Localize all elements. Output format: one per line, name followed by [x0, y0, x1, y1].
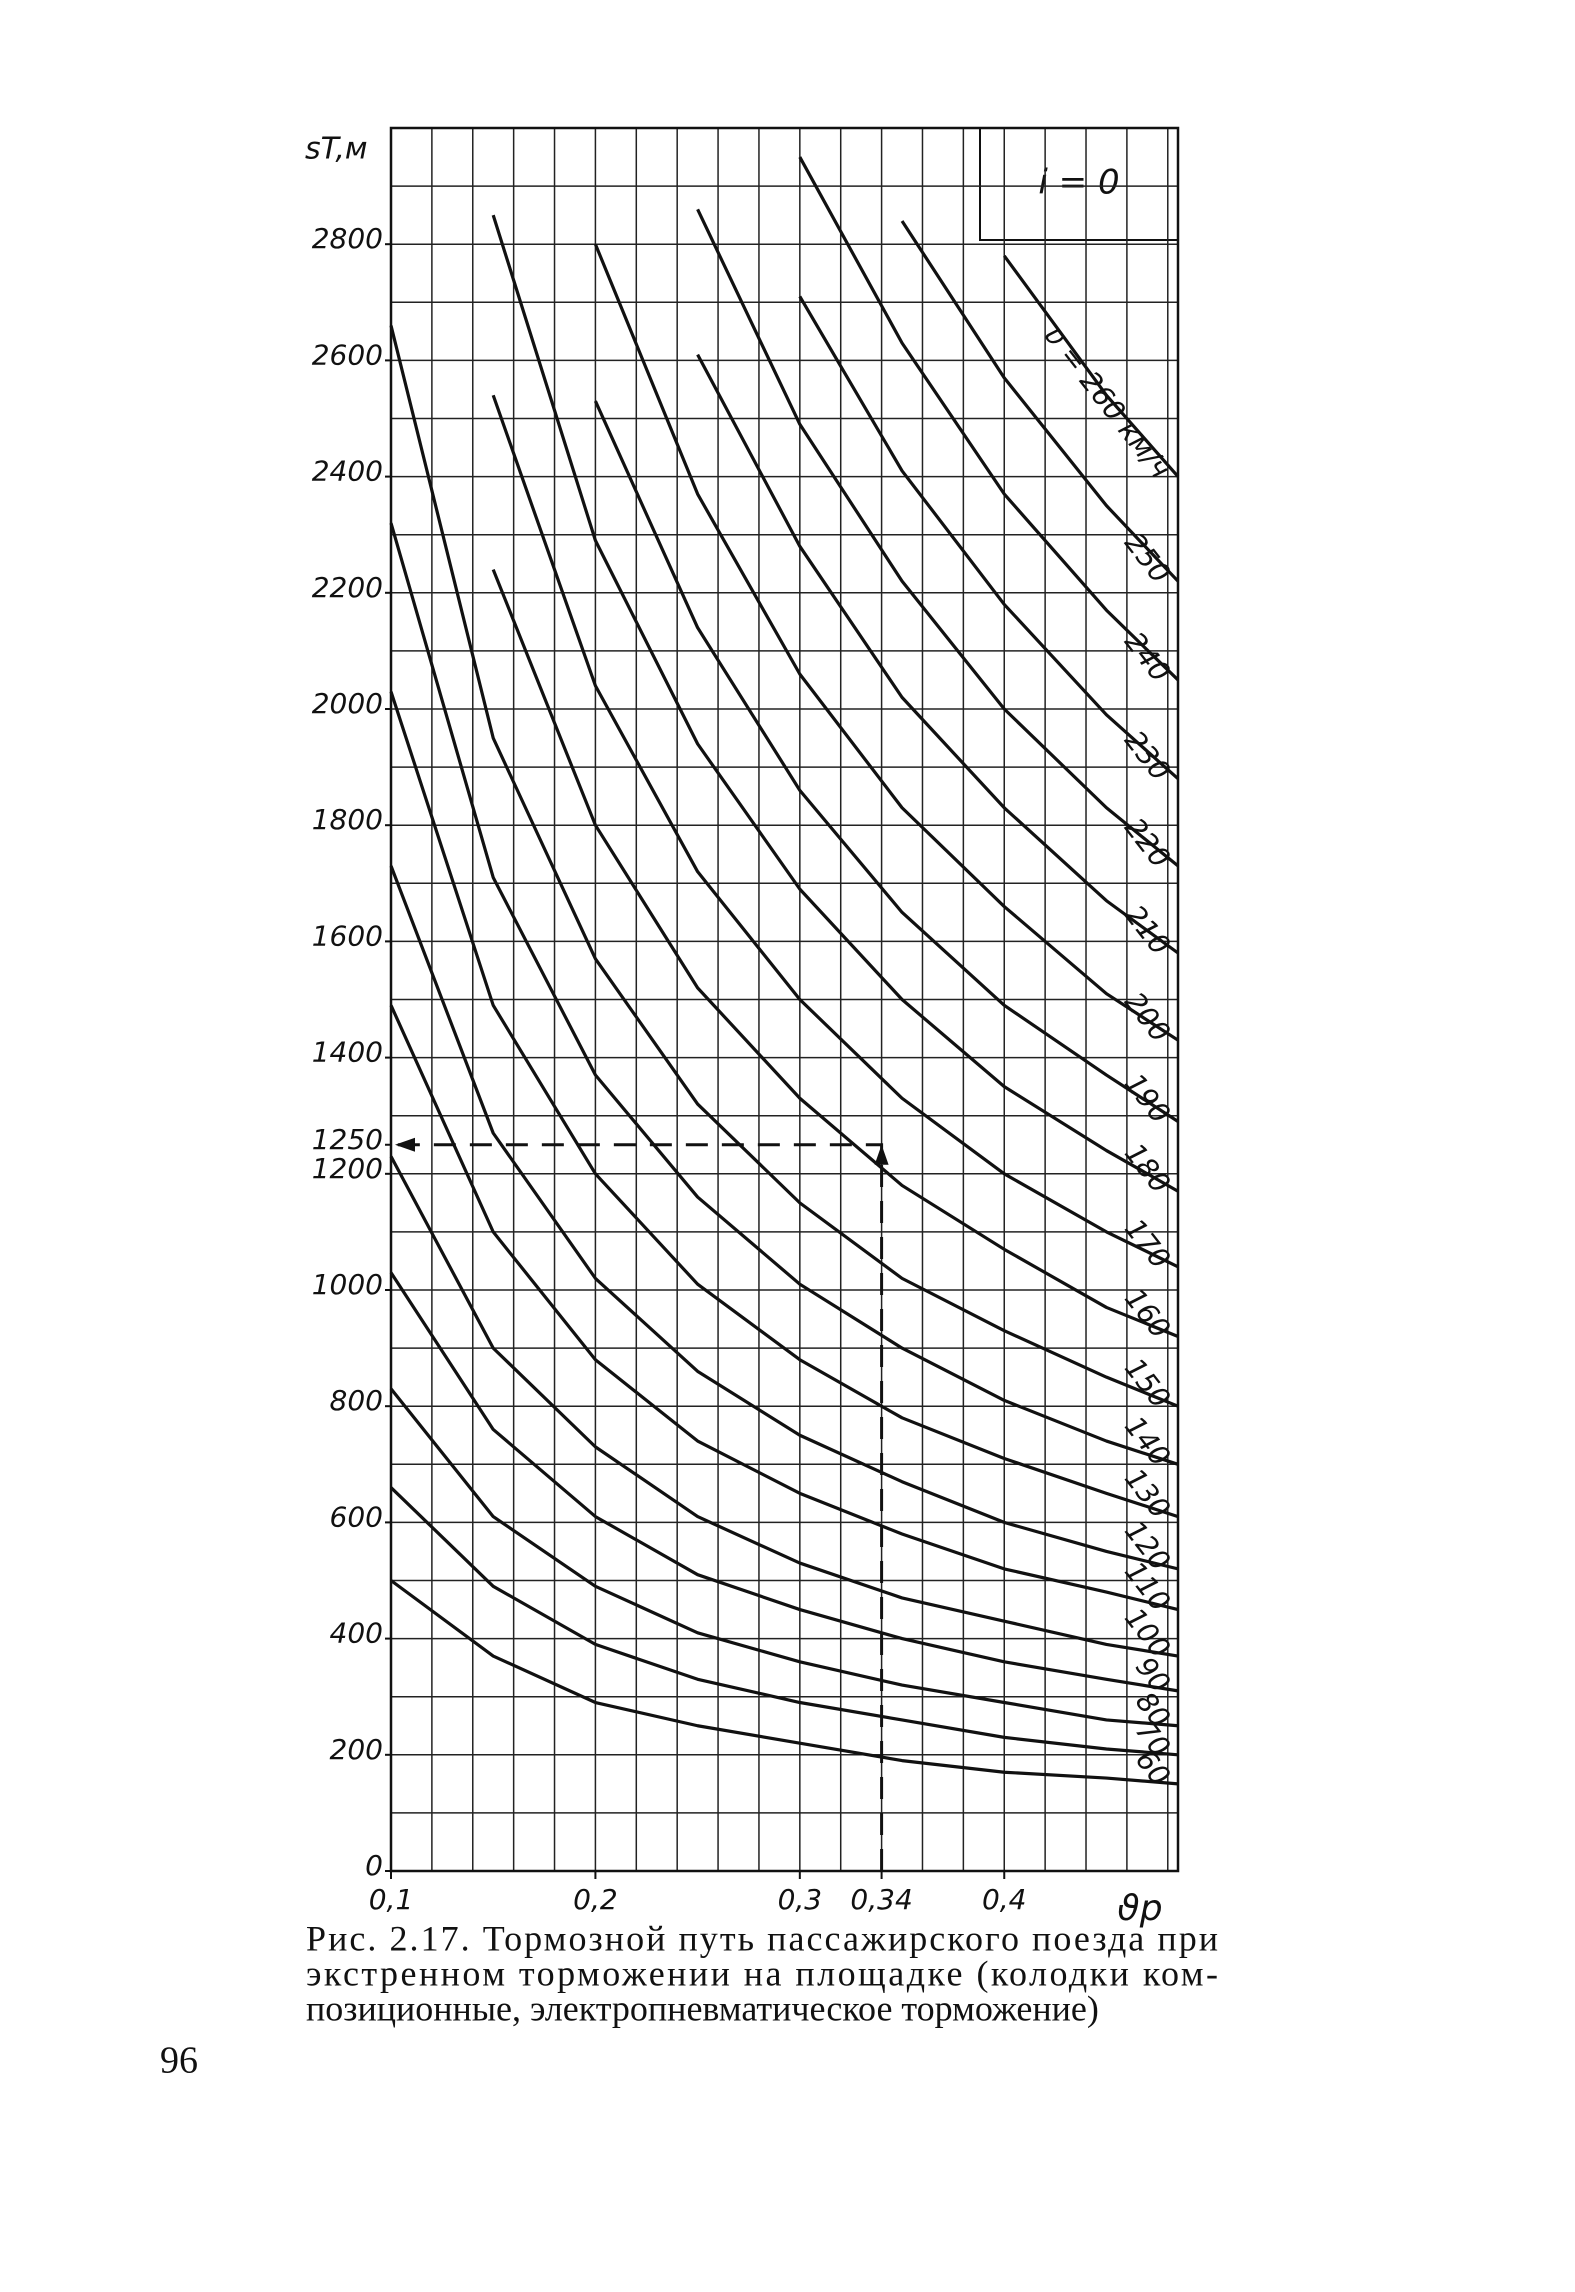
curve [1002, 254, 1180, 478]
curve [696, 208, 1180, 868]
y-tick-label: 1200 [312, 1152, 383, 1185]
curve [389, 1486, 1179, 1757]
curve [491, 214, 1179, 1193]
plot-frame [389, 126, 1180, 1873]
curve [900, 220, 1180, 583]
curve [389, 1271, 1179, 1693]
y-tick-label: 2600 [312, 338, 383, 371]
y-tick-label: 2000 [312, 687, 383, 720]
x-axis-label: ϑp [1117, 1888, 1162, 1929]
y-tick-label: 400 [330, 1617, 383, 1650]
y-tick-label: 800 [330, 1384, 383, 1417]
y-axis-label: sT,м [305, 132, 368, 167]
x-tick-label: 0,1 [369, 1883, 414, 1916]
curve [389, 325, 1179, 1408]
curve [593, 243, 1179, 1042]
caption-line: экстренном торможении на площадке (колод… [306, 1953, 1218, 1993]
series-label: υ = 260 км/ч [1038, 320, 1177, 485]
x-tick-label: 0,3 [778, 1883, 823, 1916]
page-number: 96 [160, 2040, 198, 2082]
y-tick-label: 2400 [312, 455, 383, 488]
y-tick-label: 1250 [312, 1123, 383, 1156]
y-tick-label: 1800 [312, 803, 383, 836]
x-tick-label: 0,34 [850, 1883, 912, 1916]
curve [389, 522, 1179, 1466]
curve [389, 1387, 1179, 1728]
curve [798, 295, 1180, 780]
curve [491, 394, 1179, 1269]
caption-line: позиционные, электропневматическое тормо… [306, 1988, 1099, 2028]
y-tick-label: 2200 [312, 571, 383, 604]
curve [491, 568, 1179, 1338]
x-tick-label: 0,4 [982, 1883, 1027, 1916]
curve [593, 400, 1179, 1123]
annotation-box [979, 127, 1179, 241]
y-tick-label: 600 [330, 1500, 383, 1533]
y-tick-label: 2800 [312, 222, 383, 255]
y-tick-label: 1600 [312, 919, 383, 952]
y-tick-label: 1400 [312, 1036, 383, 1069]
curve [390, 1579, 1179, 1786]
curve [389, 691, 1179, 1519]
y-tick-label: 0 [365, 1849, 383, 1882]
curve [389, 1004, 1179, 1612]
x-tick-label: 0,2 [573, 1883, 618, 1916]
guide-arrow [395, 1137, 889, 1165]
y-tick-label: 1000 [312, 1268, 383, 1301]
annotation: i = 0 [1038, 163, 1119, 203]
curve [389, 1155, 1179, 1658]
curve [389, 865, 1179, 1571]
guide-line [397, 1143, 884, 1871]
caption-line: Рис. 2.17. Тормозной путь пассажирского … [306, 1918, 1218, 1958]
curve [798, 156, 1180, 682]
curve [696, 353, 1179, 955]
y-tick-label: 200 [330, 1733, 383, 1766]
